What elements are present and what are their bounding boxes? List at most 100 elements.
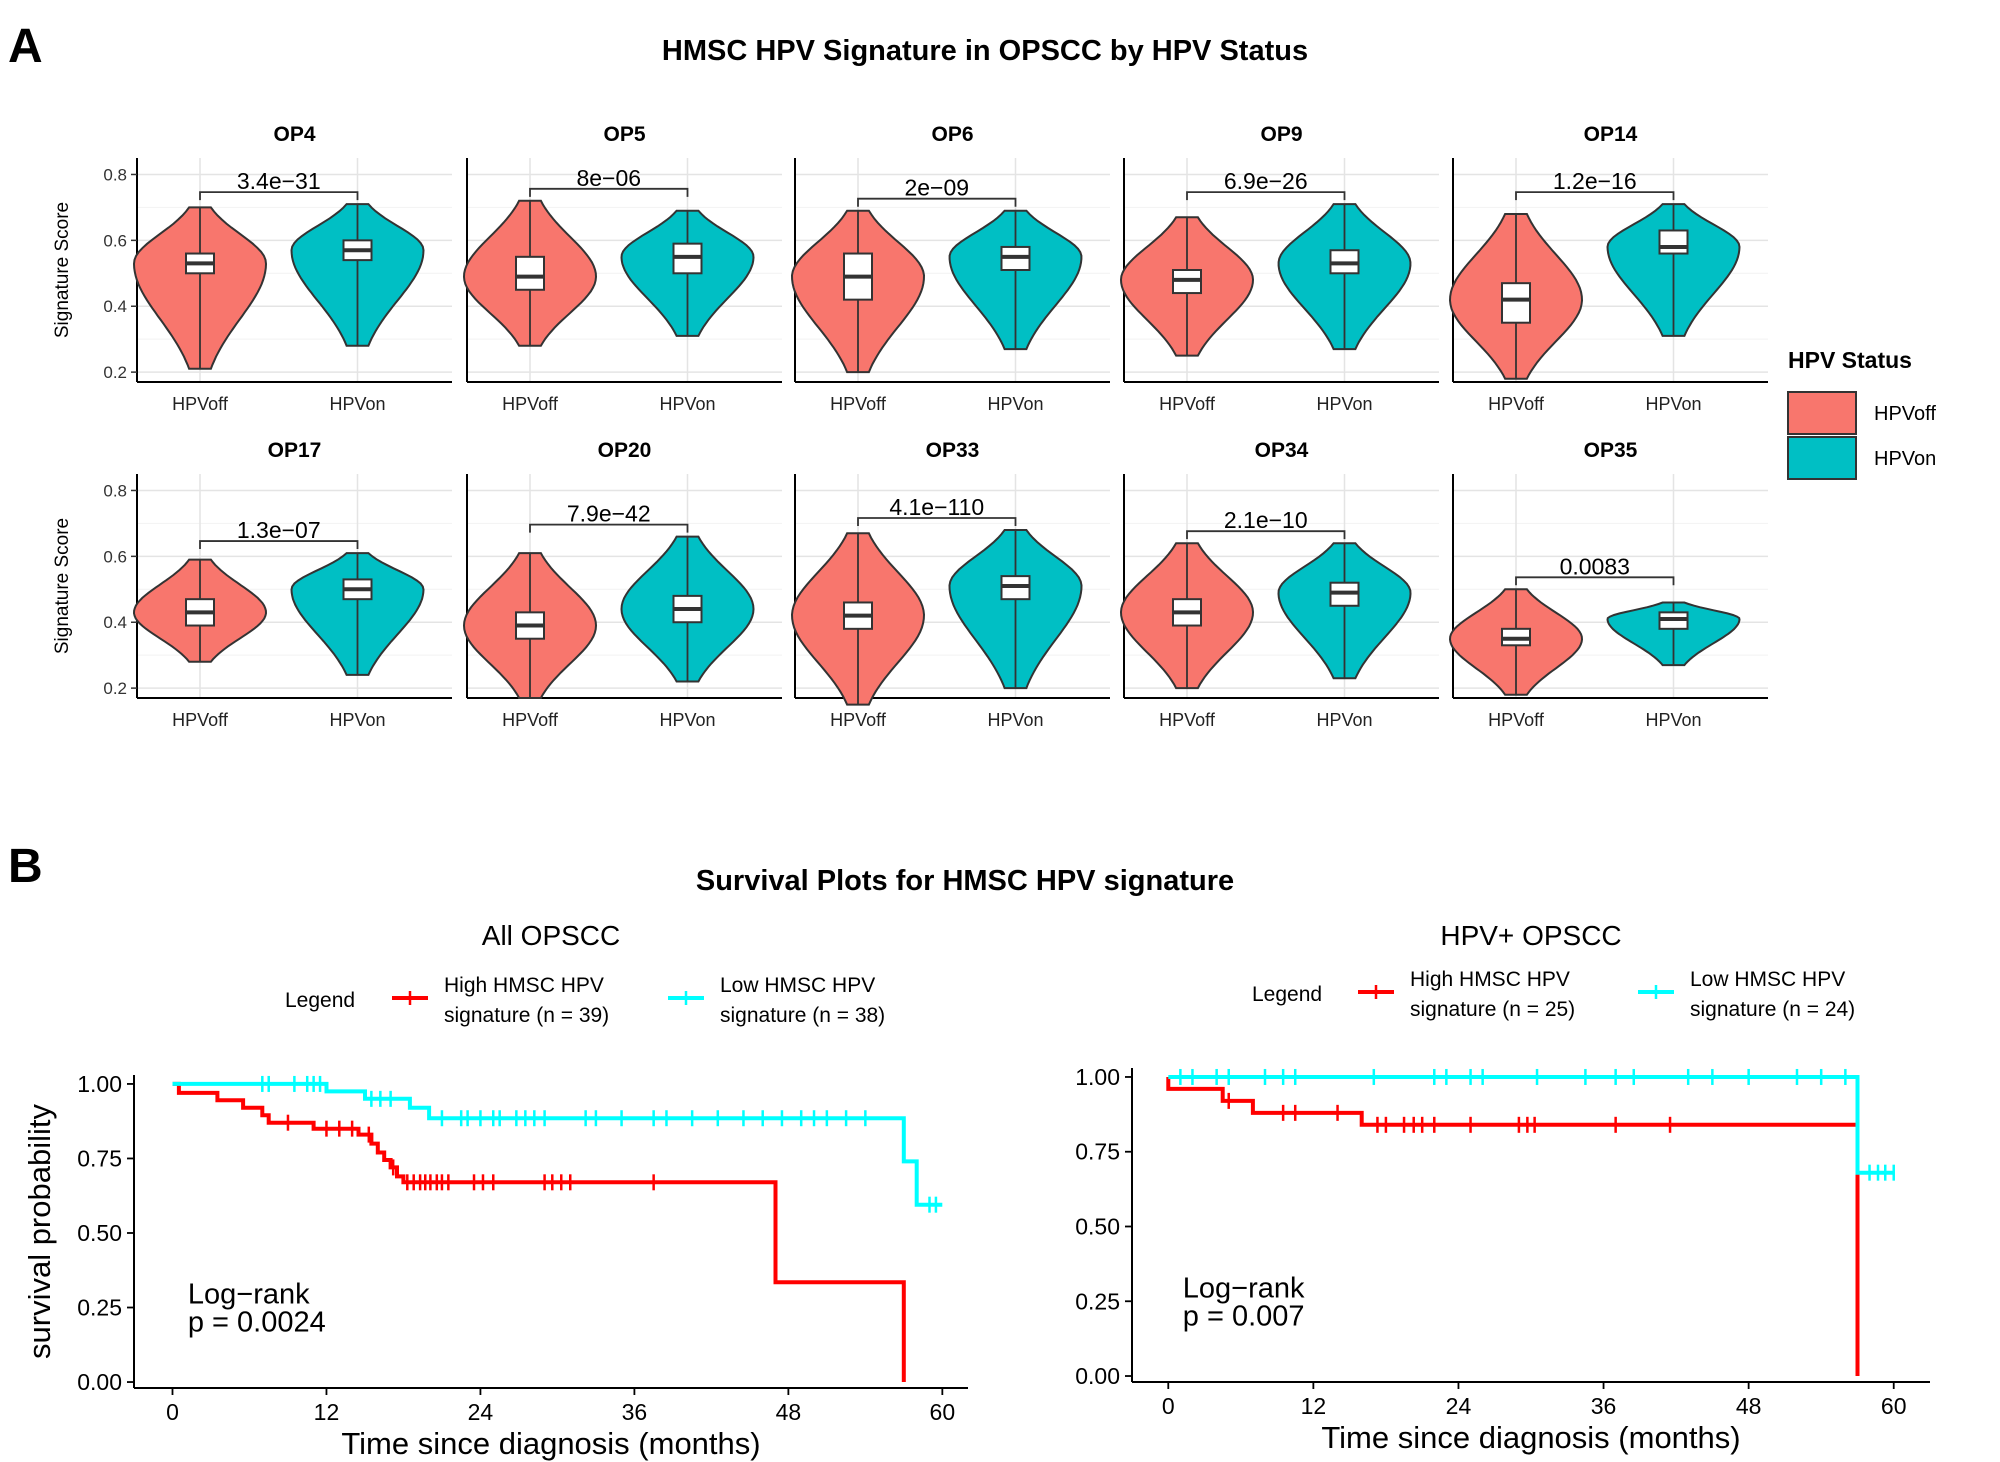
- x-tick-label: HPVoff: [172, 394, 229, 414]
- km-x-tick-label: 12: [314, 1399, 340, 1425]
- km-legend-label: High HMSC HPV: [444, 974, 604, 997]
- box-iqr: [1501, 282, 1531, 324]
- km-annotation: p = 0.007: [1183, 1300, 1305, 1332]
- panel-a-letter: A: [8, 20, 43, 73]
- violin-facet-op20: OP20 HPVoff HPVon 7.9e−42: [462, 439, 782, 730]
- km-curve: [1168, 1075, 1894, 1175]
- y-tick-label: 0.8: [103, 481, 127, 500]
- km-legend-label: Low HMSC HPV: [720, 974, 875, 997]
- significance-bracket: [1515, 191, 1675, 201]
- km-x-tick-label: 24: [468, 1399, 494, 1425]
- km-y-axis-label: survival probability: [22, 1104, 57, 1359]
- violin-facet-op6: OP6 HPVoff HPVon 2e−09: [790, 123, 1110, 414]
- km-annotation: Log−rank: [188, 1279, 310, 1311]
- panel-b-letter: B: [8, 840, 43, 893]
- y-tick-label: 0.4: [103, 613, 127, 632]
- km-legend-label: signature (n = 24): [1690, 998, 1855, 1021]
- panel-b-title: Survival Plots for HMSC HPV signature: [696, 865, 1234, 897]
- x-tick-label: HPVoff: [502, 394, 559, 414]
- km-x-tick-label: 36: [622, 1399, 648, 1425]
- p-value-label: 1.3e−07: [237, 517, 321, 543]
- x-tick-label: HPVoff: [1488, 710, 1545, 730]
- significance-bracket: [199, 191, 359, 201]
- legend-label-hpvoff: HPVoff: [1874, 403, 1936, 425]
- significance-bracket: [529, 187, 689, 197]
- km-legend-label: signature (n = 25): [1410, 998, 1575, 1021]
- km-legend: Legend High HMSC HPV signature (n = 25) Low…: [1252, 968, 1855, 1021]
- km-y-tick-label: 0.00: [77, 1369, 122, 1395]
- facet-title: OP20: [598, 439, 652, 462]
- hpv-status-legend: HPV Status HPVoff HPVon: [1787, 347, 1936, 480]
- km-y-tick-label: 0.25: [77, 1295, 122, 1321]
- facet-title: OP6: [931, 123, 973, 146]
- km-legend-title: Legend: [1252, 983, 1322, 1006]
- p-value-label: 4.1e−110: [889, 494, 984, 520]
- p-value-label: 1.2e−16: [1553, 168, 1637, 194]
- km-y-tick-label: 1.00: [1075, 1064, 1120, 1090]
- km-x-tick-label: 60: [930, 1399, 956, 1425]
- p-value-label: 6.9e−26: [1224, 168, 1308, 194]
- y-axis-label: Signature Score: [52, 202, 73, 338]
- x-tick-label: HPVon: [329, 710, 385, 730]
- km-x-tick-label: 60: [1881, 1393, 1907, 1419]
- panel-a-title: HMSC HPV Signature in OPSCC by HPV Statu…: [662, 35, 1308, 67]
- x-tick-label: HPVon: [1316, 710, 1372, 730]
- km-x-tick-label: 48: [1736, 1393, 1762, 1419]
- km-x-tick-label: 12: [1301, 1393, 1327, 1419]
- y-tick-label: 0.2: [103, 679, 127, 698]
- significance-bracket: [857, 517, 1017, 526]
- y-tick-label: 0.4: [103, 297, 127, 316]
- violin-facet-op33: OP33 HPVoff HPVon 4.1e−110: [790, 439, 1110, 730]
- significance-bracket: [199, 540, 359, 550]
- violin-facet-op17: OP17 0.2 0.4 0.6 0.8 Signature Score HPVoff HPV…: [52, 439, 452, 730]
- km-legend-label: Low HMSC HPV: [1690, 968, 1845, 991]
- km-y-tick-label: 1.00: [77, 1071, 122, 1097]
- violin-facet-op35: OP35 HPVoff HPVon 0.0083: [1448, 439, 1768, 730]
- km-plot-hpv-positive-opscc: HPV+ OPSCC Legend High HMSC HPV signature (…: [1075, 920, 1930, 1455]
- km-curve: [172, 1081, 906, 1382]
- violin-facet-op34: OP34 HPVoff HPVon 2.1e−10: [1119, 439, 1439, 730]
- km-legend-label: signature (n = 39): [444, 1004, 609, 1027]
- km-legend-label: High HMSC HPV: [1410, 968, 1570, 991]
- km-x-tick-label: 24: [1446, 1393, 1472, 1419]
- km-annotation: Log−rank: [1183, 1272, 1305, 1304]
- significance-bracket: [1186, 530, 1346, 540]
- legend-label-hpvon: HPVon: [1874, 448, 1936, 470]
- km-y-tick-label: 0.75: [1075, 1139, 1120, 1165]
- km-x-tick-label: 36: [1591, 1393, 1617, 1419]
- x-tick-label: HPVoff: [830, 710, 887, 730]
- facet-title: OP4: [273, 123, 315, 146]
- x-tick-label: HPVon: [329, 394, 385, 414]
- y-axis-label: Signature Score: [52, 518, 73, 654]
- km-x-tick-label: 48: [776, 1399, 802, 1425]
- x-tick-label: HPVon: [659, 394, 715, 414]
- km-x-axis-label: Time since diagnosis (months): [1321, 1420, 1740, 1455]
- p-value-label: 8e−06: [576, 165, 641, 191]
- km-curve: [172, 1081, 943, 1207]
- p-value-label: 3.4e−31: [237, 168, 321, 194]
- facet-title: OP9: [1260, 123, 1302, 146]
- x-tick-label: HPVoff: [502, 710, 559, 730]
- p-value-label: 7.9e−42: [567, 501, 651, 527]
- km-y-tick-label: 0.50: [77, 1220, 122, 1246]
- violin-facet-op9: OP9 HPVoff HPVon 6.9e−26: [1119, 123, 1439, 414]
- km-y-tick-label: 0.75: [77, 1145, 122, 1171]
- legend-swatch-hpvon: [1787, 436, 1857, 480]
- km-y-tick-label: 0.50: [1075, 1213, 1120, 1239]
- facet-title: OP5: [603, 123, 645, 146]
- violin-facet-op14: OP14 HPVoff HPVon 1.2e−16: [1448, 123, 1768, 414]
- facet-title: OP33: [926, 439, 980, 462]
- km-title: All OPSCC: [482, 920, 620, 951]
- box-iqr: [515, 255, 545, 291]
- violin-facet-grid: OP4 0.2 0.4 0.6 0.8 Signature Score HPVoff HPVo…: [52, 123, 1768, 730]
- significance-bracket: [1515, 576, 1675, 586]
- km-y-tick-label: 0.25: [1075, 1288, 1120, 1314]
- km-x-axis-label: Time since diagnosis (months): [341, 1426, 760, 1461]
- x-tick-label: HPVon: [987, 394, 1043, 414]
- x-tick-label: HPVon: [1645, 394, 1701, 414]
- km-legend-label: signature (n = 38): [720, 1004, 885, 1027]
- facet-title: OP34: [1255, 439, 1309, 462]
- hpv-status-legend-title: HPV Status: [1788, 347, 1912, 373]
- km-curve: [1166, 1077, 1860, 1376]
- y-tick-label: 0.6: [103, 547, 127, 566]
